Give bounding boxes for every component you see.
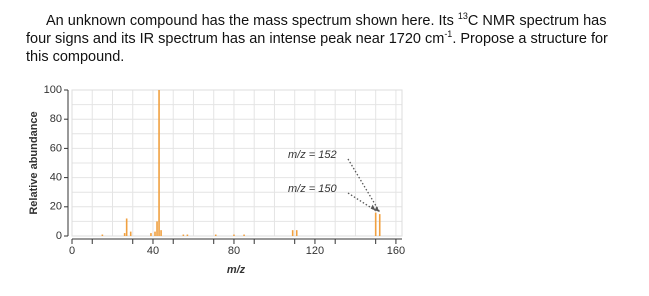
text: C NMR spectrum has bbox=[467, 13, 607, 29]
x-tick-label: 120 bbox=[306, 245, 324, 257]
question-line: An unknown compound has the mass spectru… bbox=[26, 12, 608, 30]
y-tick-label: 60 bbox=[50, 142, 62, 154]
superscript: 13 bbox=[457, 11, 468, 22]
annotation: m/z = 150 bbox=[288, 183, 337, 195]
text: An unknown compound has the mass spectru… bbox=[46, 13, 458, 29]
text: this compound. bbox=[26, 49, 125, 65]
y-tick-label: 20 bbox=[50, 201, 62, 213]
x-tick-label: 160 bbox=[387, 245, 405, 257]
text: four signs and its IR spectrum has an in… bbox=[26, 31, 445, 47]
question-line: four signs and its IR spectrum has an in… bbox=[26, 30, 608, 48]
x-tick-label: 0 bbox=[69, 245, 75, 257]
y-tick-label: 0 bbox=[56, 230, 62, 242]
superscript: -1 bbox=[444, 29, 453, 40]
arrow-head bbox=[370, 204, 376, 211]
y-tick-label: 40 bbox=[50, 172, 62, 184]
annotation: m/z = 152 bbox=[288, 149, 337, 161]
annotation-arrow bbox=[347, 158, 381, 213]
text: . Propose a structure for bbox=[452, 31, 608, 47]
plot-frame bbox=[71, 89, 403, 237]
y-axis-label: Relative abundance bbox=[28, 111, 40, 214]
x-tick-label: 40 bbox=[147, 245, 159, 257]
y-tick-label: 80 bbox=[50, 113, 62, 125]
x-tick-label: 80 bbox=[228, 245, 240, 257]
arrow-head bbox=[374, 206, 380, 213]
question-line: this compound. bbox=[26, 48, 608, 66]
x-axis-label: m/z bbox=[227, 264, 246, 276]
question: An unknown compound has the mass spectru… bbox=[26, 12, 608, 66]
y-tick-label: 100 bbox=[44, 84, 62, 96]
